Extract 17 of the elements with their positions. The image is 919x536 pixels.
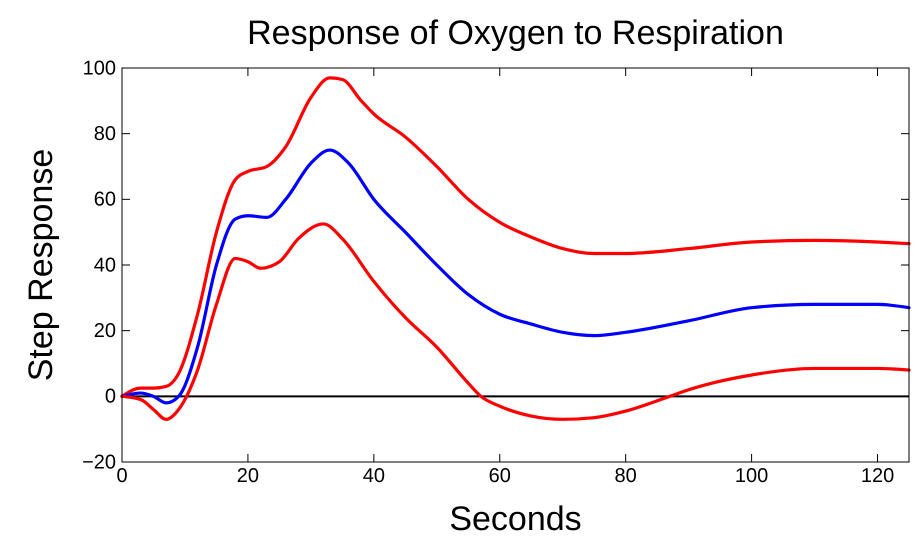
y-tick-label: 20 (94, 320, 116, 342)
x-tick-label: 120 (860, 465, 894, 488)
x-tick-label: 20 (236, 465, 260, 488)
y-tick-label: 0 (104, 386, 116, 408)
x-tick-label: 80 (614, 465, 637, 488)
y-tick-label: 60 (94, 188, 116, 211)
y-tick-label: 40 (94, 254, 116, 276)
y-axis-title: Step Response (22, 148, 60, 382)
x-tick-label: 40 (362, 465, 385, 488)
line-series (120, 148, 911, 404)
y-tick-label: 80 (94, 123, 116, 146)
x-tick-label: 60 (488, 465, 511, 488)
y-tick-label: −20 (82, 451, 116, 474)
y-tick-label: 100 (82, 57, 116, 80)
chart-title: Response of Oxygen to Respiration (247, 14, 784, 52)
x-tick-label: 100 (734, 465, 768, 488)
x-axis-title: Seconds (449, 500, 582, 536)
